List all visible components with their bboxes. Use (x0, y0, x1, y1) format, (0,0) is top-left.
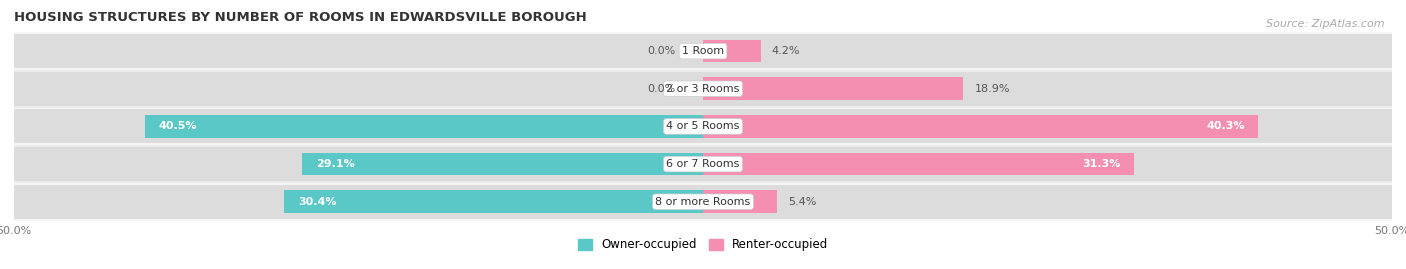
Bar (14, 183, 1392, 221)
Bar (703, 153, 1135, 175)
Bar (14, 34, 703, 68)
Bar (14, 109, 703, 143)
Text: 29.1%: 29.1% (316, 159, 354, 169)
Text: 4.2%: 4.2% (772, 46, 800, 56)
Bar (14, 147, 703, 181)
Text: 1 Room: 1 Room (682, 46, 724, 56)
Text: 2 or 3 Rooms: 2 or 3 Rooms (666, 84, 740, 94)
Text: 40.5%: 40.5% (159, 121, 197, 132)
Bar (14, 145, 1392, 183)
Bar (14, 108, 1392, 145)
Text: HOUSING STRUCTURES BY NUMBER OF ROOMS IN EDWARDSVILLE BOROUGH: HOUSING STRUCTURES BY NUMBER OF ROOMS IN… (14, 11, 586, 24)
Legend: Owner-occupied, Renter-occupied: Owner-occupied, Renter-occupied (572, 234, 834, 256)
Bar (14, 72, 703, 106)
Bar (703, 77, 963, 100)
Text: 0.0%: 0.0% (647, 46, 675, 56)
Bar (703, 185, 1392, 219)
Bar (703, 147, 1392, 181)
Text: 6 or 7 Rooms: 6 or 7 Rooms (666, 159, 740, 169)
Bar (145, 115, 703, 138)
Bar (703, 109, 1392, 143)
Text: 40.3%: 40.3% (1206, 121, 1244, 132)
Text: Source: ZipAtlas.com: Source: ZipAtlas.com (1267, 19, 1385, 29)
Text: 8 or more Rooms: 8 or more Rooms (655, 197, 751, 207)
Bar (703, 34, 1392, 68)
Bar (703, 40, 761, 62)
Text: 5.4%: 5.4% (789, 197, 817, 207)
Bar (14, 185, 703, 219)
Bar (14, 32, 1392, 70)
Bar (703, 72, 1392, 106)
Text: 0.0%: 0.0% (647, 84, 675, 94)
Text: 31.3%: 31.3% (1083, 159, 1121, 169)
Bar (703, 190, 778, 213)
Text: 18.9%: 18.9% (974, 84, 1010, 94)
Bar (302, 153, 703, 175)
Bar (284, 190, 703, 213)
Bar (14, 70, 1392, 108)
Bar (703, 115, 1258, 138)
Text: 4 or 5 Rooms: 4 or 5 Rooms (666, 121, 740, 132)
Text: 30.4%: 30.4% (298, 197, 336, 207)
